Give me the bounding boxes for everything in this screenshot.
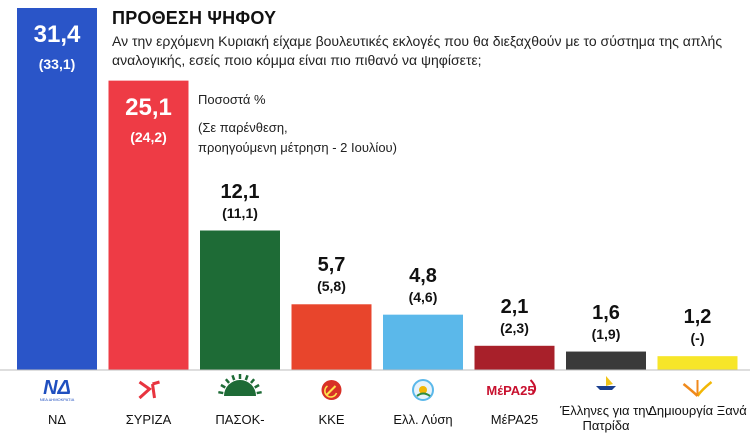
svg-text:ΜέΡΑ25: ΜέΡΑ25 — [486, 383, 534, 398]
value-label: 4,8 — [409, 264, 437, 287]
bar-2 — [108, 80, 189, 371]
note-previous: προηγούμενη μέτρηση - 2 Ιουλίου) — [198, 140, 397, 155]
previous-value-label: (1,9) — [591, 325, 621, 342]
category-label: ΣΥΡΙΖΑ — [125, 412, 172, 427]
category-label: Ελλ. Λύση — [393, 412, 453, 427]
dimiourgia-xana-logo — [682, 380, 713, 397]
chart-title: ΠΡΟΘΕΣΗ ΨΗΦΟΥ — [112, 8, 277, 28]
chart-note: Ποσοστά % (Σε παρένθεση, προηγούμενη μέτ… — [198, 90, 498, 158]
bar-4 — [291, 304, 372, 370]
kke-hammer-sickle-logo — [321, 380, 342, 400]
elliniki-lysi-logo — [412, 379, 434, 401]
value-label: 12,1 — [220, 180, 260, 203]
value-label: 1,2 — [683, 306, 712, 329]
value-label: 1,6 — [592, 301, 620, 324]
svg-text:ΝΔ: ΝΔ — [43, 377, 71, 399]
value-label: 31,4 — [33, 21, 81, 48]
bar-5 — [383, 314, 463, 370]
syriza-logo — [138, 380, 160, 400]
previous-value-label: (33,1) — [38, 56, 76, 72]
chart-subtitle: Αν την ερχόμενη Κυριακή είχαμε βουλευτικ… — [112, 33, 723, 68]
previous-value-label: (4,6) — [408, 288, 438, 305]
bar-8 — [657, 356, 738, 370]
ellines-patrida-logo — [596, 376, 616, 390]
previous-value-label: (5,8) — [317, 278, 346, 295]
bar-7 — [566, 351, 646, 370]
bar-6 — [474, 345, 555, 370]
category-label: ΝΔ — [47, 412, 67, 427]
category-label: ΚΚΕ — [318, 412, 345, 427]
previous-value-label: (11,1) — [222, 204, 258, 221]
bar-3 — [200, 230, 280, 370]
category-label: ΜέΡΑ25 — [490, 412, 539, 427]
svg-text:ΝΕΑ ΔΗΜΟΚΡΑΤΙΑ: ΝΕΑ ΔΗΜΟΚΡΑΤΙΑ — [40, 397, 75, 402]
value-label: 2,1 — [500, 295, 529, 318]
bar-1 — [17, 8, 97, 370]
previous-value-label: (2,3) — [500, 319, 529, 336]
category-label: ΠΑΣΟΚ- — [215, 412, 265, 427]
category-label: Έλληνες για την Πατρίδα — [560, 403, 652, 433]
unit-label: Ποσοστά % — [198, 92, 266, 107]
category-label: Δημιουργία Ξανά — [648, 403, 747, 418]
pasok-sun-logo — [218, 374, 262, 396]
previous-value-label: (24,2) — [130, 128, 167, 145]
mera25-logo: ΜέΡΑ25 — [486, 379, 537, 398]
value-label: 25,1 — [125, 93, 172, 121]
note-paren: (Σε παρένθεση, — [198, 120, 288, 135]
previous-value-label: (-) — [690, 330, 705, 347]
value-label: 5,7 — [317, 254, 346, 277]
